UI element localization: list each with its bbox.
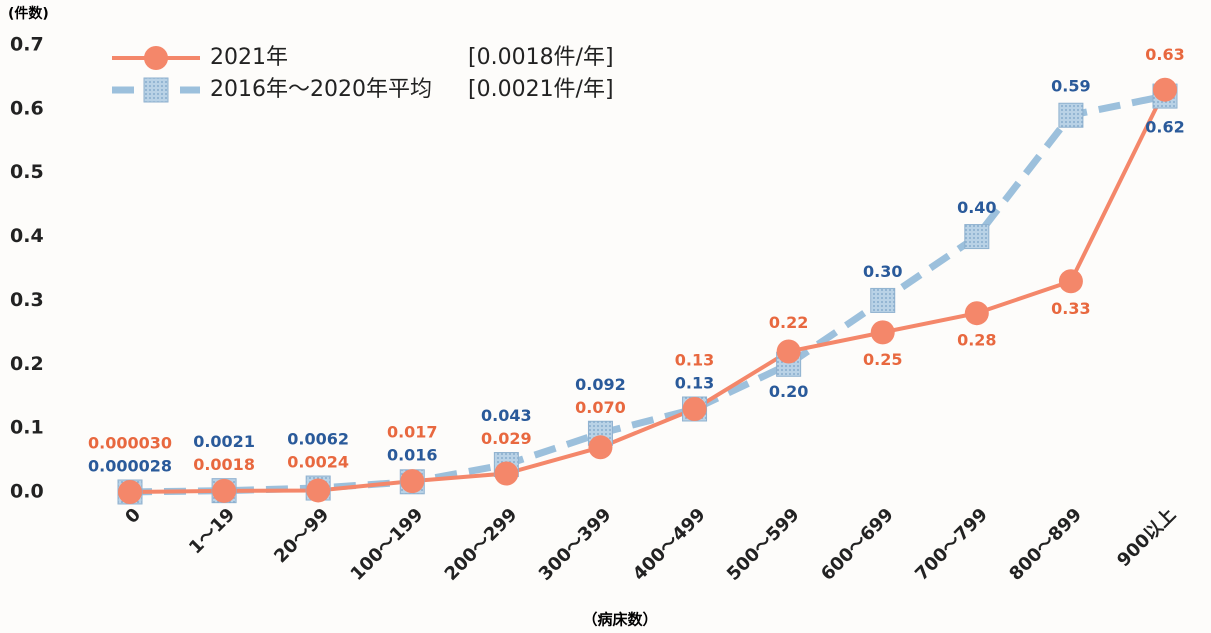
value-label: 0.016	[387, 446, 438, 465]
y-tick-label: 0.6	[10, 97, 44, 119]
marker	[400, 469, 425, 494]
y-tick-label: 0.2	[10, 353, 44, 375]
marker	[118, 479, 142, 504]
x-tick-label: 200～299	[441, 504, 522, 585]
value-label: 0.13	[675, 373, 714, 392]
marker	[964, 224, 990, 250]
value-label: 0.0024	[287, 453, 349, 472]
x-tick-label: 0	[121, 504, 145, 528]
x-axis-label: （病床数）	[582, 611, 657, 629]
value-label: 0.28	[957, 331, 996, 350]
value-label: 0.0062	[287, 430, 349, 449]
marker	[306, 478, 331, 503]
marker	[1153, 77, 1177, 102]
y-tick-label: 0.1	[10, 417, 44, 439]
value-label: 0.59	[1051, 77, 1090, 96]
value-label: 0.043	[481, 406, 532, 425]
y-axis-label: (件数)	[8, 5, 49, 22]
value-label: 0.33	[1051, 299, 1090, 318]
legend-marker	[143, 77, 169, 103]
marker	[588, 435, 613, 460]
value-label: 0.13	[675, 350, 714, 369]
x-tick-label: 300～399	[535, 504, 616, 585]
y-tick-label: 0.3	[10, 289, 44, 311]
x-tick-label: 400～499	[629, 504, 710, 585]
value-label: 0.22	[769, 313, 808, 332]
value-label: 0.20	[769, 382, 808, 401]
x-tick-label: 20～99	[270, 504, 333, 567]
y-tick-label: 0.7	[10, 34, 44, 56]
y-tick-label: 0.4	[10, 225, 44, 247]
y-tick-label: 0.5	[10, 161, 44, 183]
x-tick-label: 700～799	[911, 504, 992, 585]
series-line	[129, 92, 1166, 496]
x-tick-label: 900以上	[1113, 504, 1180, 571]
value-label: 0.000028	[88, 456, 172, 475]
marker	[964, 301, 989, 326]
marker	[1058, 102, 1084, 128]
x-tick-label: 800～899	[1005, 504, 1086, 585]
marker	[776, 339, 801, 364]
value-label: 0.017	[387, 423, 438, 442]
y-tick-label: 0.0	[10, 481, 44, 503]
marker	[1058, 269, 1083, 294]
x-tick-label: 500～599	[723, 504, 804, 585]
value-label: 0.62	[1145, 118, 1184, 137]
legend-marker	[144, 46, 168, 70]
legend-note: [0.0018件/年]	[468, 45, 614, 70]
value-label: 0.25	[863, 350, 902, 369]
value-label: 0.0021	[193, 432, 255, 451]
series-line	[129, 88, 1167, 494]
x-tick-label: 100～199	[347, 504, 428, 585]
value-label: 0.30	[863, 262, 902, 281]
value-label: 0.070	[575, 398, 626, 417]
legend-label: 2016年～2020年平均	[210, 77, 432, 102]
x-tick-label: 1～19	[185, 504, 239, 558]
value-label: 0.0018	[193, 455, 255, 474]
value-label: 0.000030	[88, 433, 172, 452]
value-label: 0.63	[1145, 45, 1184, 64]
marker	[494, 461, 519, 486]
x-tick-label: 600～699	[817, 504, 898, 585]
value-label: 0.029	[481, 429, 532, 448]
marker	[682, 396, 707, 421]
legend-label: 2021年	[210, 45, 288, 70]
marker	[870, 320, 895, 345]
value-label: 0.092	[575, 375, 626, 394]
marker	[212, 478, 237, 503]
value-label: 0.40	[957, 198, 996, 217]
legend-note: [0.0021件/年]	[468, 77, 614, 102]
marker	[870, 287, 896, 313]
